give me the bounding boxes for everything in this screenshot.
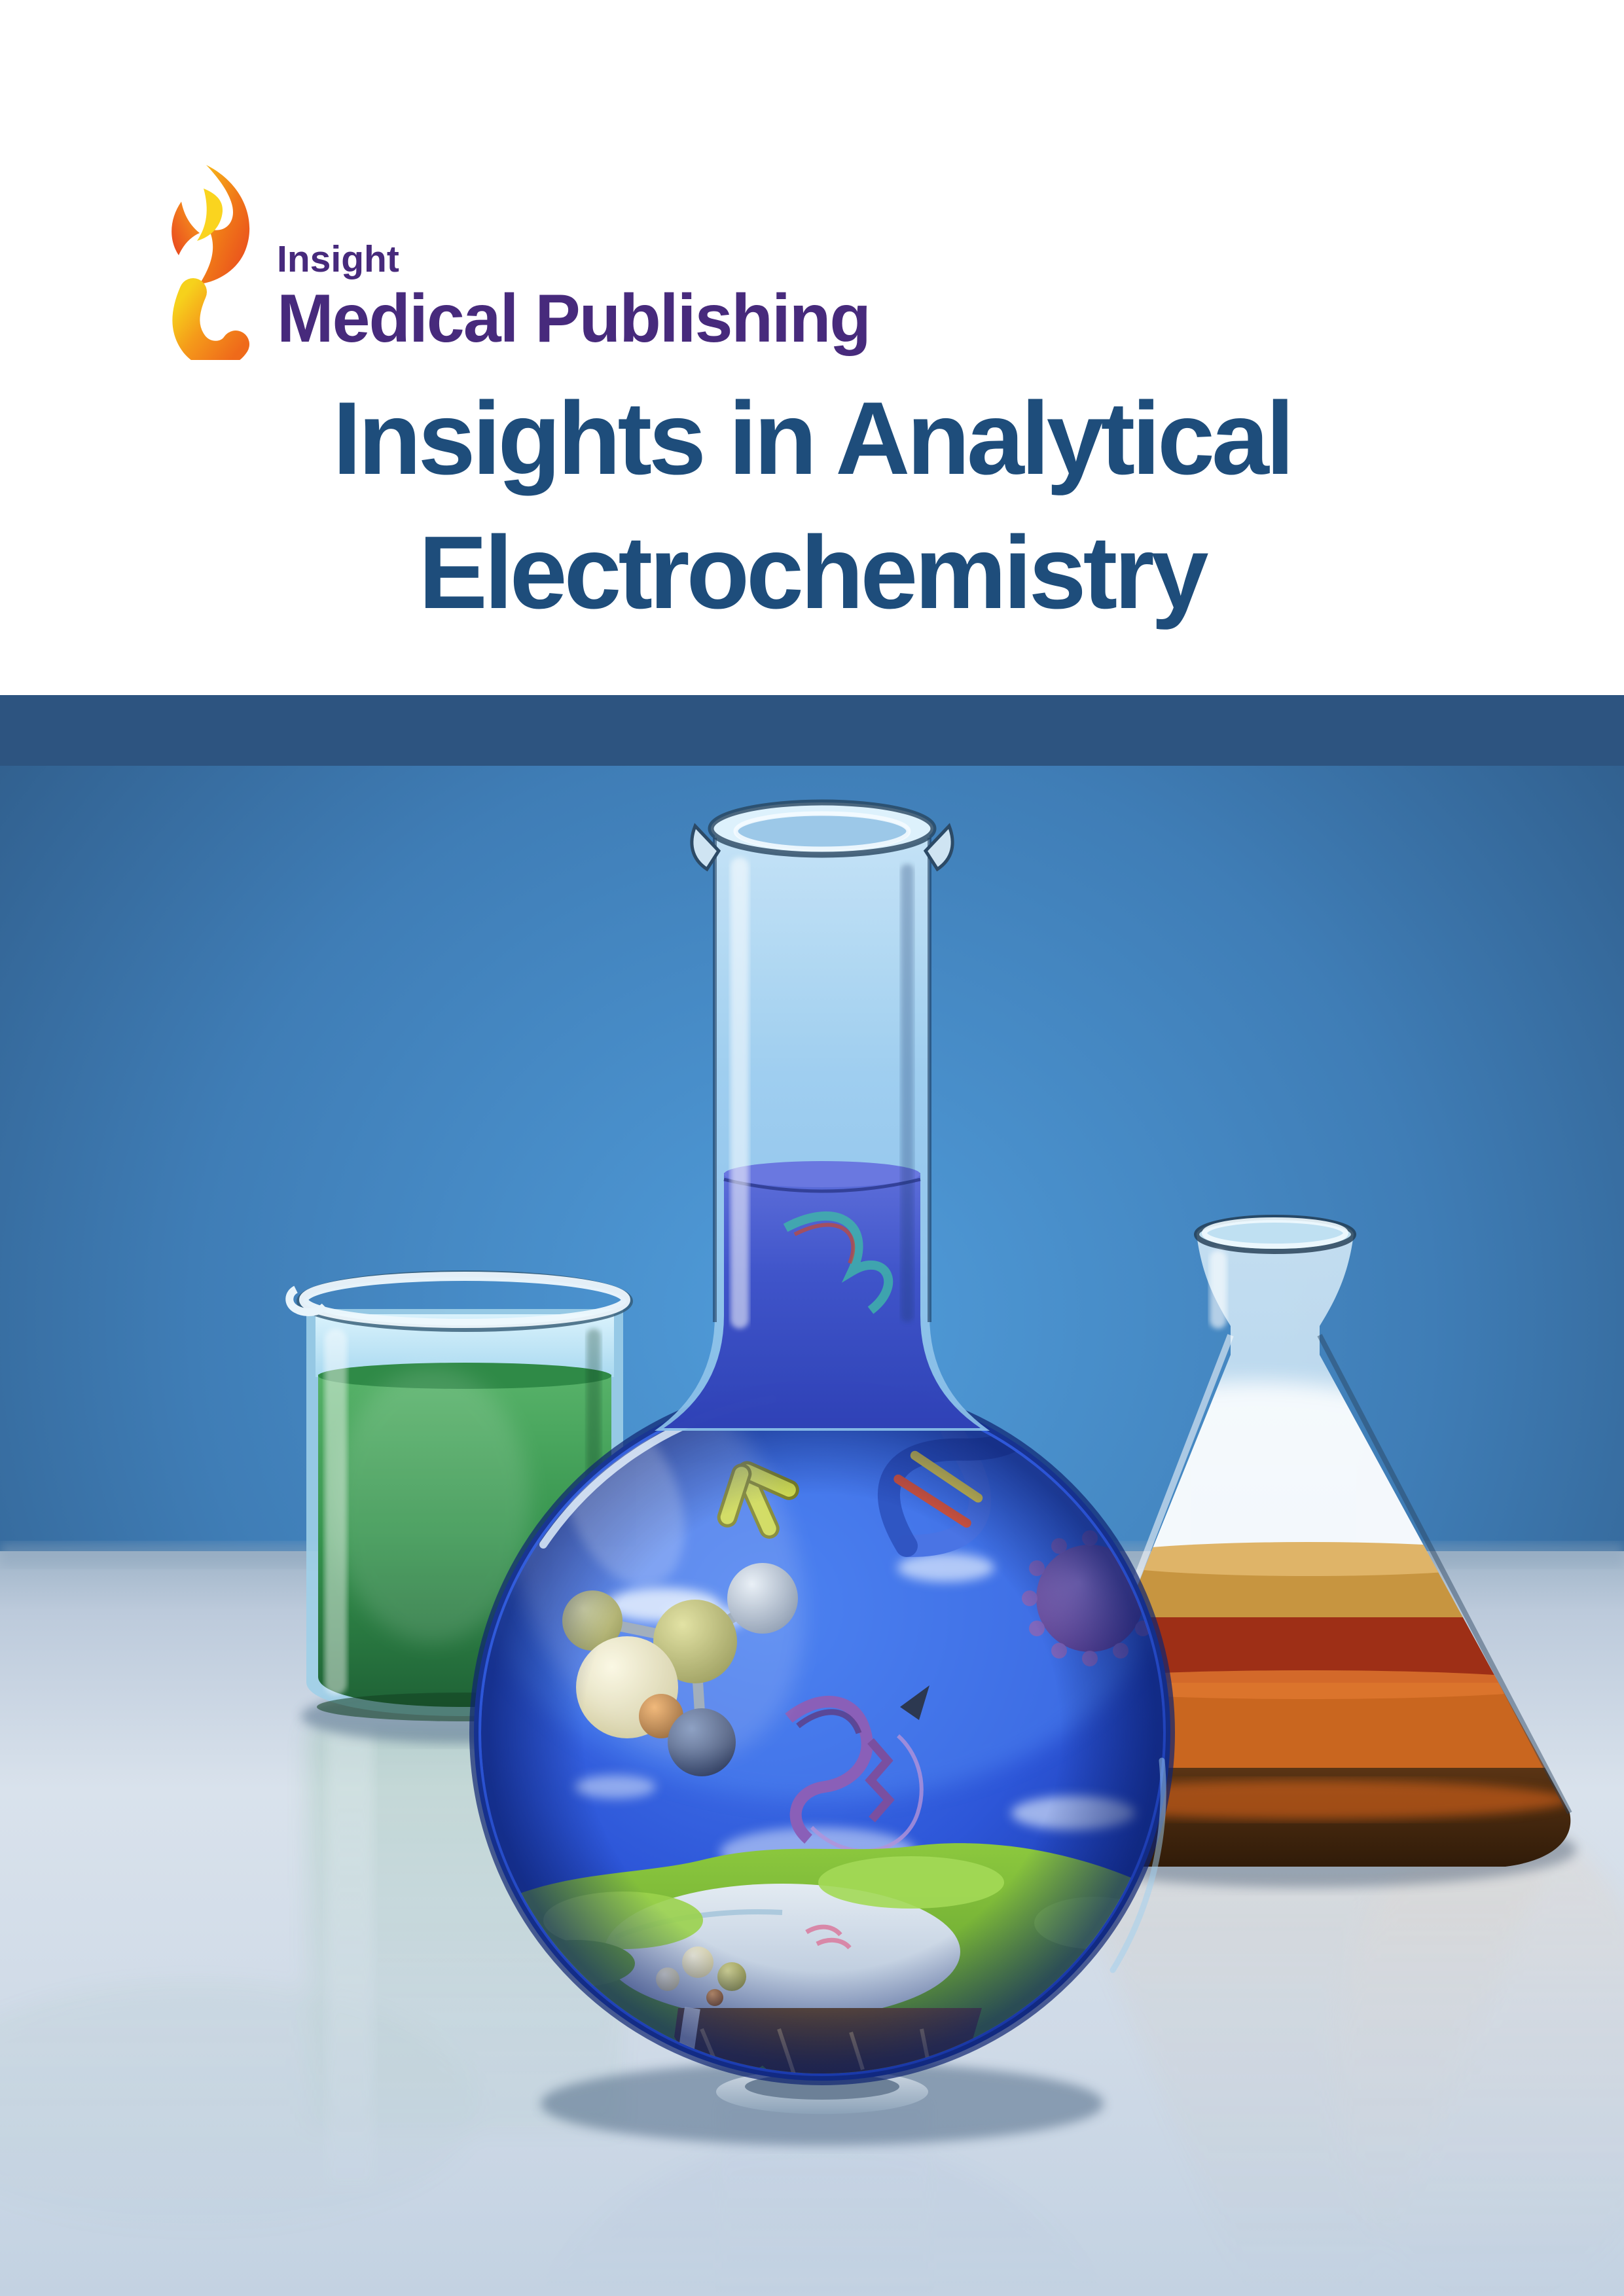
- journal-title-line1: Insights in Analytical: [333, 381, 1294, 496]
- publisher-name-bottom: Medical Publishing: [277, 281, 871, 357]
- publisher-name: Insight Medical Publishing: [277, 164, 871, 357]
- publisher-name-top: Insight: [277, 238, 399, 280]
- publisher-logo: Insight Medical Publishing: [147, 164, 871, 360]
- journal-title-line2: Electrochemistry: [418, 515, 1208, 631]
- beaker-spout: [285, 1285, 328, 1316]
- round-bottom-flask: [469, 799, 1175, 2145]
- cover-photo: [0, 766, 1624, 2296]
- dna-swirl-in-neck: [783, 1211, 893, 1314]
- neck-collar-left: [690, 823, 721, 872]
- flask-neck: [655, 799, 990, 1431]
- neck-collar-right: [923, 823, 954, 872]
- journal-title: Insights in Analytical Electrochemistry: [0, 372, 1624, 641]
- flame-i-icon: [171, 165, 250, 360]
- liquid-surface: [724, 1161, 920, 1187]
- divider-band: [0, 695, 1624, 766]
